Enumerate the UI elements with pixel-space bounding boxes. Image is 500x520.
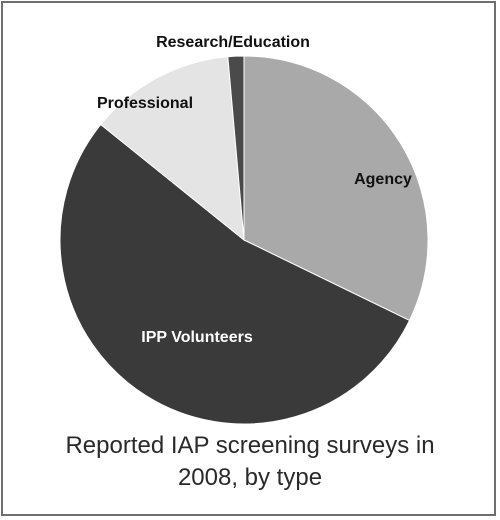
slice-label-ipp-volunteers: IPP Volunteers <box>141 329 253 346</box>
slice-label-agency: Agency <box>354 171 412 188</box>
pie-slice-ipp-volunteers <box>59 123 411 425</box>
pie-slice-professional <box>100 56 245 242</box>
slice-label-research-education: Research/Education <box>156 34 310 51</box>
pie-slices <box>59 55 429 425</box>
pie-slice-agency <box>243 55 429 322</box>
pie-slice-research-education <box>227 55 245 241</box>
chart-title: Reported IAP screening surveys in 2008, … <box>65 432 435 491</box>
pie-labels: Agency IPP Volunteers Professional Research… <box>97 34 412 346</box>
slice-label-professional: Professional <box>97 95 193 112</box>
